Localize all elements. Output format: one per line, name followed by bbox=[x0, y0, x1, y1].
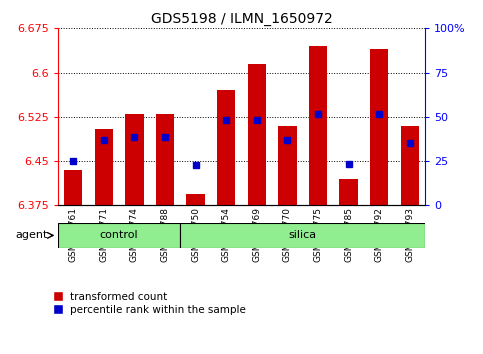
Bar bbox=[186, 194, 205, 205]
Legend: transformed count, percentile rank within the sample: transformed count, percentile rank withi… bbox=[54, 292, 246, 315]
Bar bbox=[248, 64, 266, 205]
Text: agent: agent bbox=[15, 230, 47, 240]
Bar bbox=[217, 90, 235, 205]
Bar bbox=[156, 114, 174, 205]
Bar bbox=[340, 179, 358, 205]
FancyBboxPatch shape bbox=[180, 223, 425, 248]
Bar bbox=[400, 126, 419, 205]
Bar bbox=[64, 170, 83, 205]
Bar bbox=[95, 129, 113, 205]
Bar bbox=[125, 114, 143, 205]
Bar bbox=[278, 126, 297, 205]
Bar bbox=[309, 46, 327, 205]
Title: GDS5198 / ILMN_1650972: GDS5198 / ILMN_1650972 bbox=[151, 12, 332, 26]
Text: control: control bbox=[100, 230, 139, 240]
Text: silica: silica bbox=[289, 230, 317, 240]
FancyBboxPatch shape bbox=[58, 223, 180, 248]
Bar bbox=[370, 49, 388, 205]
